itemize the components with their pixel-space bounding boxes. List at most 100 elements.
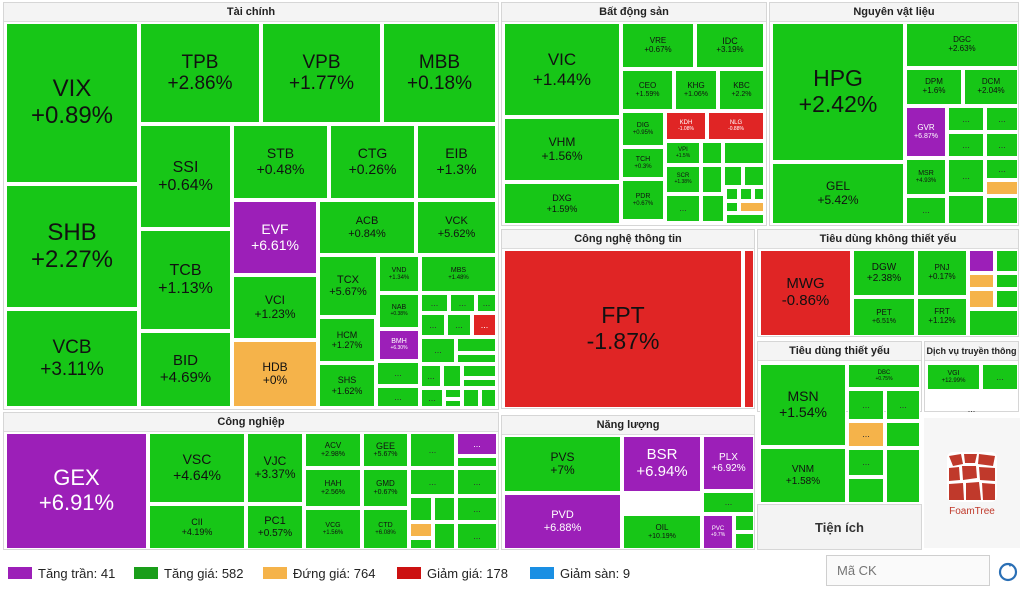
tile-more[interactable] bbox=[410, 539, 432, 549]
tile-msn[interactable]: MSN +1.54% bbox=[760, 364, 846, 446]
tile-more[interactable] bbox=[463, 389, 479, 407]
tile-more[interactable]: ... bbox=[377, 362, 419, 385]
tile-more[interactable] bbox=[996, 250, 1018, 272]
refresh-icon[interactable] bbox=[998, 562, 1018, 582]
sector-cong-nghiep[interactable]: Công nghiệp GEX +6.91% VSC +4.64% VJC +3.37% AC… bbox=[3, 412, 499, 550]
tile-more[interactable] bbox=[463, 379, 496, 387]
tile-more[interactable] bbox=[702, 142, 722, 164]
tile-mbs[interactable]: MBS +1.48% bbox=[421, 256, 496, 292]
tile-pc1[interactable]: PC1 +0.57% bbox=[247, 505, 303, 549]
tile-eib[interactable]: EIB +1.3% bbox=[417, 125, 496, 199]
tile-more[interactable] bbox=[744, 166, 764, 186]
tile-more[interactable]: ... bbox=[421, 314, 445, 336]
tile-nlg[interactable]: NLG -0.88% bbox=[708, 112, 764, 140]
sector-tien-ich[interactable]: Tiện ích bbox=[757, 504, 922, 550]
tile-more[interactable]: ... bbox=[377, 387, 419, 407]
sector-tieu-dung-thiet-yeu[interactable]: Tiêu dùng thiết yếu MSN +1.54% VNM +1.58% DBC… bbox=[757, 341, 922, 503]
tile-acb[interactable]: ACB +0.84% bbox=[319, 201, 415, 254]
sector-cong-nghe-thong-tin[interactable]: Công nghệ thông tin FPT -1.87% bbox=[501, 229, 755, 409]
tile-bid[interactable]: BID +4.69% bbox=[140, 332, 231, 407]
sector-nang-luong[interactable]: Năng lượng PVS +7% BSR +6.94% PLX +6.92% PVD +6.… bbox=[501, 415, 755, 550]
tile-plx[interactable]: PLX +6.92% bbox=[703, 436, 754, 490]
tile-tcb[interactable]: TCB +1.13% bbox=[140, 230, 231, 330]
tile-tpb[interactable]: TPB +2.86% bbox=[140, 23, 260, 123]
tile-gex[interactable]: GEX +6.91% bbox=[6, 433, 147, 549]
tile-more[interactable]: ... bbox=[886, 390, 920, 420]
tile-gmd[interactable]: GMD +0.67% bbox=[363, 469, 408, 507]
tile-fpt[interactable]: FPT -1.87% bbox=[504, 250, 742, 408]
tile-gvr[interactable]: GVR +6.87% bbox=[906, 107, 946, 157]
tile-more[interactable] bbox=[410, 497, 432, 521]
tile-dig[interactable]: DIG +0.95% bbox=[622, 112, 664, 146]
tile-more[interactable] bbox=[754, 188, 764, 200]
tile-dxg[interactable]: DXG +1.59% bbox=[504, 183, 620, 224]
search-input[interactable] bbox=[826, 555, 990, 586]
tile-more[interactable] bbox=[996, 290, 1018, 308]
tile-more[interactable]: ... bbox=[421, 389, 443, 407]
tile-ssi[interactable]: SSI +0.64% bbox=[140, 125, 231, 228]
tile-mwg[interactable]: MWG -0.86% bbox=[760, 250, 851, 336]
tile-more[interactable]: ... bbox=[982, 364, 1018, 390]
tile-more[interactable] bbox=[969, 310, 1018, 336]
tile-more[interactable] bbox=[434, 523, 455, 549]
tile-more[interactable] bbox=[457, 354, 496, 363]
tile-hcm[interactable]: HCM +1.27% bbox=[319, 318, 375, 362]
tile-more[interactable] bbox=[948, 195, 984, 224]
tile-dgw[interactable]: DGW +2.38% bbox=[853, 250, 915, 296]
tile-more[interactable]: ... bbox=[450, 294, 475, 312]
tile-vgi[interactable]: VGI +12.99% bbox=[927, 364, 980, 390]
tile-more[interactable] bbox=[463, 365, 496, 377]
tile-mbb[interactable]: MBB +0.18% bbox=[383, 23, 496, 123]
tile-frt[interactable]: FRT +1.12% bbox=[917, 298, 967, 336]
tile-khg[interactable]: KHG +1.06% bbox=[675, 70, 717, 110]
tile-vnm[interactable]: VNM +1.58% bbox=[760, 448, 846, 503]
tile-more[interactable]: ... bbox=[906, 197, 946, 224]
tile-vpi[interactable]: VPI +1.5% bbox=[666, 142, 700, 164]
tile-vck[interactable]: VCK +5.62% bbox=[417, 201, 496, 254]
tile-dgc[interactable]: DGC +2.63% bbox=[906, 23, 1018, 67]
tile-more[interactable] bbox=[996, 274, 1018, 288]
tile-more[interactable] bbox=[886, 422, 920, 447]
tile-more[interactable]: ... bbox=[848, 422, 884, 447]
tile-vpb[interactable]: VPB +1.77% bbox=[262, 23, 381, 123]
tile-more[interactable] bbox=[702, 195, 724, 222]
tile-cii[interactable]: CII +4.19% bbox=[149, 505, 245, 549]
tile-more[interactable] bbox=[434, 497, 455, 521]
tile-vre[interactable]: VRE +0.67% bbox=[622, 23, 694, 68]
tile-more[interactable] bbox=[726, 188, 738, 200]
sector-tai-chinh[interactable]: Tài chính VIX +0.89% SHB +2.27% VCB +3.11% TPB +… bbox=[3, 2, 499, 410]
tile-acv[interactable]: ACV +2.98% bbox=[305, 433, 361, 467]
tile-more[interactable] bbox=[986, 181, 1018, 195]
tile-more[interactable] bbox=[735, 533, 754, 549]
tile-pvs[interactable]: PVS +7% bbox=[504, 436, 621, 492]
tile-more[interactable]: ... bbox=[703, 492, 754, 513]
tile-more[interactable] bbox=[702, 166, 722, 193]
tile-more[interactable] bbox=[986, 197, 1018, 224]
tile-more[interactable] bbox=[735, 515, 754, 531]
tile-pnj[interactable]: PNJ +0.17% bbox=[917, 250, 967, 296]
tile-evf[interactable]: EVF +6.61% bbox=[233, 201, 317, 274]
tile-pvd[interactable]: PVD +6.88% bbox=[504, 494, 621, 549]
tile-dpm[interactable]: DPM +1.6% bbox=[906, 69, 962, 105]
tile-idc[interactable]: IDC +3.19% bbox=[696, 23, 764, 68]
tile-hpg[interactable]: HPG +2.42% bbox=[772, 23, 904, 161]
tile-more[interactable]: ... bbox=[457, 523, 497, 549]
sector-tieu-dung-khong-thiet-yeu[interactable]: Tiêu dùng không thiết yếu MWG -0.86% DGW +2.… bbox=[757, 229, 1019, 337]
tile-nab[interactable]: NAB +0.38% bbox=[379, 294, 419, 328]
tile-dbc[interactable]: DBC +0.75% bbox=[848, 364, 920, 388]
tile-pet[interactable]: PET +6.51% bbox=[853, 298, 915, 336]
tile-more[interactable]: ... bbox=[421, 338, 455, 363]
tile-more[interactable]: ... bbox=[848, 449, 884, 476]
tile-more[interactable] bbox=[969, 290, 994, 308]
tile-more[interactable] bbox=[886, 449, 920, 503]
tile-more[interactable] bbox=[726, 214, 764, 224]
tile-more[interactable] bbox=[410, 523, 432, 537]
tile-more[interactable] bbox=[969, 274, 994, 288]
tile-more[interactable]: ... bbox=[948, 107, 984, 131]
tile-more[interactable] bbox=[969, 250, 994, 272]
tile-vhm[interactable]: VHM +1.56% bbox=[504, 118, 620, 181]
tile-vci[interactable]: VCI +1.23% bbox=[233, 276, 317, 339]
tile-shs[interactable]: SHS +1.62% bbox=[319, 364, 375, 407]
tile-more[interactable] bbox=[740, 202, 764, 212]
tile-more[interactable] bbox=[848, 478, 884, 503]
